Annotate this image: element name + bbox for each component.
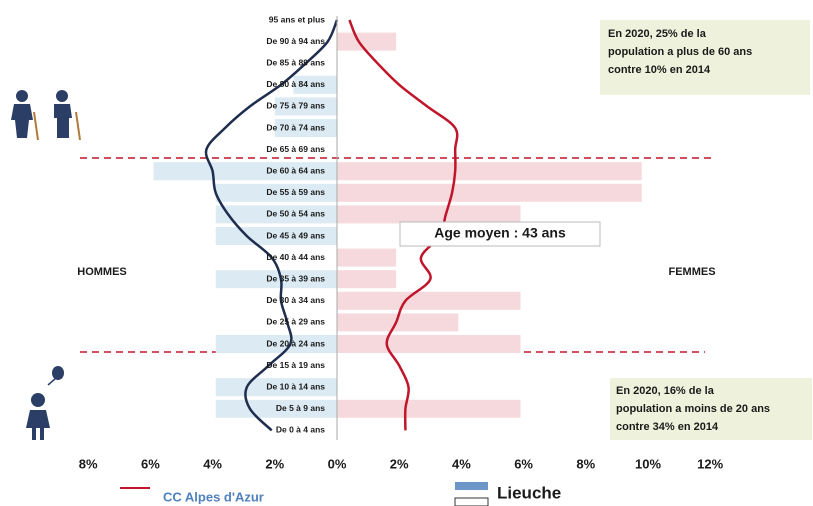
bar xyxy=(337,205,521,224)
x-tick-label: 6% xyxy=(514,456,533,471)
x-tick-label: 2% xyxy=(390,456,409,471)
age-label: De 90 à 94 ans xyxy=(266,36,325,46)
legend-label: CC Alpes d'Azur xyxy=(163,489,264,504)
age-label: De 5 à 9 ans xyxy=(276,403,325,413)
age-label: De 30 à 34 ans xyxy=(266,295,325,305)
x-tick-label: 8% xyxy=(576,456,595,471)
age-label: De 35 à 39 ans xyxy=(266,273,325,283)
age-label: De 10 à 14 ans xyxy=(266,381,325,391)
bar xyxy=(337,291,521,310)
bar xyxy=(215,270,337,289)
bar xyxy=(215,183,337,202)
note-box xyxy=(610,378,812,440)
mean-box xyxy=(399,221,601,247)
note-text: population a moins de 20 ans xyxy=(616,403,770,415)
x-tick-label: 0% xyxy=(328,456,347,471)
x-tick-label: 6% xyxy=(141,456,160,471)
mean-age: Age moyen : 43 ans xyxy=(434,225,566,241)
note-text: En 2020, 25% de la xyxy=(608,28,707,40)
note-text: contre 34% en 2014 xyxy=(616,421,719,433)
age-label: De 15 à 19 ans xyxy=(266,360,325,370)
legend-swatch xyxy=(454,497,489,506)
age-label: De 75 à 79 ans xyxy=(266,101,325,111)
age-label: De 25 à 29 ans xyxy=(266,317,325,327)
age-label: De 50 à 54 ans xyxy=(266,209,325,219)
bar xyxy=(215,205,337,224)
age-label: 95 ans et plus xyxy=(269,14,325,24)
note-box xyxy=(600,20,810,95)
bar xyxy=(337,399,521,418)
bar xyxy=(293,75,337,94)
bar xyxy=(337,270,397,289)
bar xyxy=(153,162,337,181)
x-tick-label: 2% xyxy=(265,456,284,471)
x-tick-label: 8% xyxy=(79,456,98,471)
age-label: De 0 à 4 ans xyxy=(276,425,325,435)
age-label: De 20 à 24 ans xyxy=(266,338,325,348)
age-label: De 40 à 44 ans xyxy=(266,252,325,262)
note-text: contre 10% en 2014 xyxy=(608,64,711,76)
x-tick-label: 12% xyxy=(697,456,723,471)
note-text: En 2020, 16% de la xyxy=(616,385,715,397)
bar xyxy=(274,97,337,116)
elderly-icon xyxy=(11,90,81,141)
age-label: De 80 à 84 ans xyxy=(266,79,325,89)
age-label: De 65 à 69 ans xyxy=(266,144,325,154)
women-label: FEMMES xyxy=(668,266,715,278)
bar xyxy=(337,183,642,202)
bar xyxy=(337,335,521,353)
legend-swatch xyxy=(455,482,488,490)
x-tick-label: 4% xyxy=(203,456,222,471)
child-icon xyxy=(26,366,64,440)
x-tick-label: 10% xyxy=(635,456,661,471)
x-tick-label: 4% xyxy=(452,456,471,471)
age-label: De 70 à 74 ans xyxy=(266,122,325,132)
bar xyxy=(337,248,397,267)
age-label: De 55 à 59 ans xyxy=(266,187,325,197)
men-label: HOMMES xyxy=(77,266,127,278)
bar xyxy=(215,227,337,245)
bar xyxy=(274,119,337,137)
legend-label: Lieuche xyxy=(497,483,561,502)
bar xyxy=(337,162,642,181)
bar xyxy=(337,313,459,332)
age-label: De 60 à 64 ans xyxy=(266,165,325,175)
line xyxy=(204,19,339,432)
bar xyxy=(337,32,397,51)
bar xyxy=(215,335,337,353)
age-label: De 85 à 89 ans xyxy=(266,57,325,67)
note-text: population a plus de 60 ans xyxy=(608,46,752,58)
age-label: De 45 à 49 ans xyxy=(266,230,325,240)
bar xyxy=(215,399,337,418)
